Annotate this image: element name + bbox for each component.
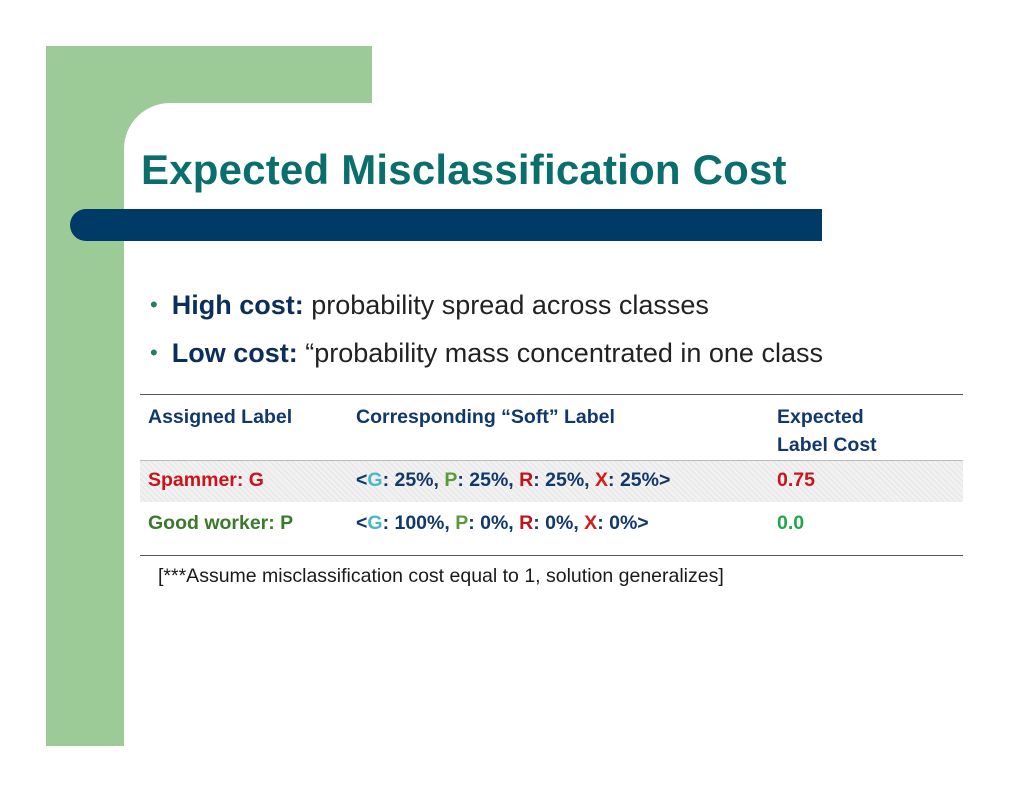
class-x-letter: X (595, 469, 609, 491)
table-bottom-border (140, 555, 963, 556)
bullet-high-cost: • High cost: probability spread across cl… (150, 281, 823, 329)
slide-title: Expected Misclassification Cost (141, 146, 787, 193)
class-p-letter: P (444, 469, 458, 491)
table-row-soft-label: <G: 100%, P: 0%, R: 0%, X: 0%> (356, 512, 649, 535)
bullet-high-cost-text: probability spread across classes (303, 290, 709, 320)
title-underline-bar (70, 209, 822, 241)
table-row-shade (140, 460, 963, 502)
header-expected-cost-line1: Expected (777, 406, 864, 428)
header-soft-label: Corresponding “Soft” Label (356, 406, 615, 428)
soft-open: < (356, 469, 368, 491)
class-x-letter: X (584, 512, 598, 534)
class-x-value: : 25%> (608, 469, 671, 491)
table-row-assigned: Spammer: G (148, 469, 264, 491)
class-g-letter: G (367, 512, 383, 534)
bullet-low-cost: • Low cost: “probability mass concentrate… (150, 329, 823, 377)
class-g-value: : 25%, (382, 469, 445, 491)
class-r-value: : 0%, (533, 512, 585, 534)
bullet-dot-icon: • (150, 292, 158, 317)
class-p-value: : 0%, (468, 512, 520, 534)
class-g-value: : 100%, (382, 512, 456, 534)
bullet-low-cost-text: “probability mass concentrated in one cl… (297, 338, 823, 368)
class-r-letter: R (519, 469, 534, 491)
slide-content-area (124, 103, 1024, 792)
table-top-border (140, 394, 963, 395)
bullet-dot-icon: • (150, 340, 158, 365)
bullet-low-cost-label: Low cost: (171, 338, 298, 368)
header-expected-cost-line2: Label Cost (777, 434, 877, 456)
bullet-list: • High cost: probability spread across cl… (150, 281, 823, 377)
footnote: [***Assume misclassification cost equal … (158, 565, 724, 587)
class-p-value: : 25%, (457, 469, 520, 491)
header-assigned-label: Assigned Label (148, 406, 293, 428)
table-row-cost: 0.0 (777, 512, 805, 534)
class-p-letter: P (455, 512, 469, 534)
class-r-letter: R (519, 512, 534, 534)
soft-open: < (356, 512, 368, 534)
table-row-cost: 0.75 (777, 469, 815, 491)
class-g-letter: G (367, 469, 383, 491)
header-expected-cost: Expected Label Cost (777, 403, 877, 459)
table-row-assigned: Good worker: P (148, 512, 294, 534)
bullet-high-cost-label: High cost: (171, 290, 304, 320)
class-x-value: : 0%> (597, 512, 649, 534)
class-r-value: : 25%, (533, 469, 596, 491)
table-row-soft-label: <G: 25%, P: 25%, R: 25%, X: 25%> (356, 469, 670, 492)
